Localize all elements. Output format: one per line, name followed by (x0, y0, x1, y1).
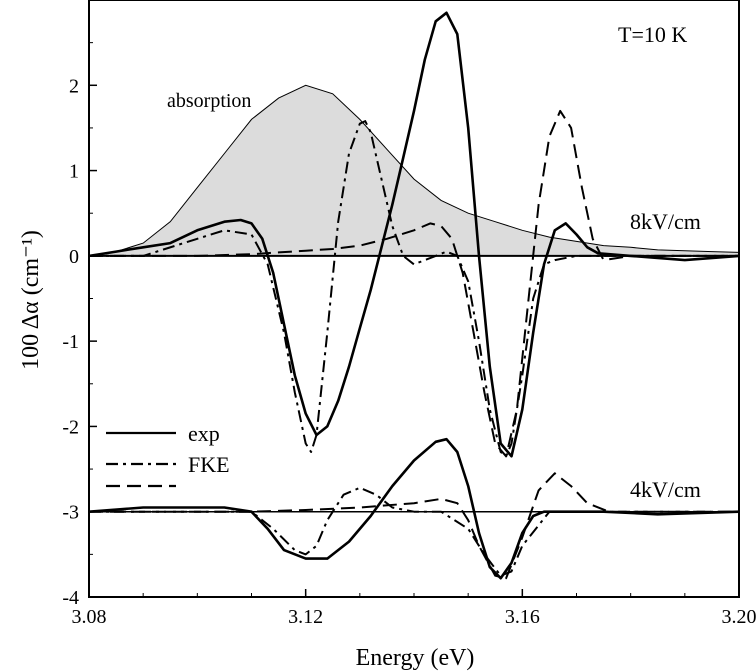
series-exp-8kv-cm-solid (89, 11, 739, 458)
y-tick-label: 2 (69, 75, 79, 97)
absorption-label: absorption (167, 90, 251, 112)
x-tick-label: 3.12 (288, 606, 323, 628)
x-axis-ticks: 3.08 3.12 3.16 3.20 (72, 589, 756, 628)
absorption-area (89, 84, 739, 257)
field-label-4kv: 4kV/cm (630, 477, 701, 502)
series-exp-4kv-cm-solid (89, 437, 739, 580)
legend: exp FKE (106, 421, 230, 488)
y-tick-label: -3 (62, 502, 79, 524)
legend-label-exp: exp (188, 421, 220, 446)
x-tick-label: 3.20 (722, 606, 756, 628)
temperature-annotation: T=10 K (618, 22, 687, 47)
y-tick-label: 1 (69, 161, 79, 183)
y-axis-title: 100 Δα (cm⁻¹) (18, 230, 44, 370)
y-tick-label: -1 (62, 331, 79, 353)
series-fke-8kv-cm-dash-dot (89, 120, 739, 458)
legend-label-fke: FKE (188, 452, 230, 477)
series-fke-8kv-cm-dashed (89, 109, 739, 458)
y-tick-label: -2 (62, 416, 79, 438)
x-tick-label: 3.08 (72, 606, 107, 628)
x-axis-title: Energy (eV) (356, 645, 475, 671)
y-axis-ticks: -4 -3 -2 -1 0 1 2 (62, 42, 97, 609)
x-tick-label: 3.16 (505, 606, 540, 628)
field-label-8kv: 8kV/cm (630, 209, 701, 234)
y-tick-label: 0 (69, 246, 79, 268)
y-tick-label: -4 (62, 587, 79, 609)
series-fke-4kv-cm-dashed (89, 472, 739, 580)
